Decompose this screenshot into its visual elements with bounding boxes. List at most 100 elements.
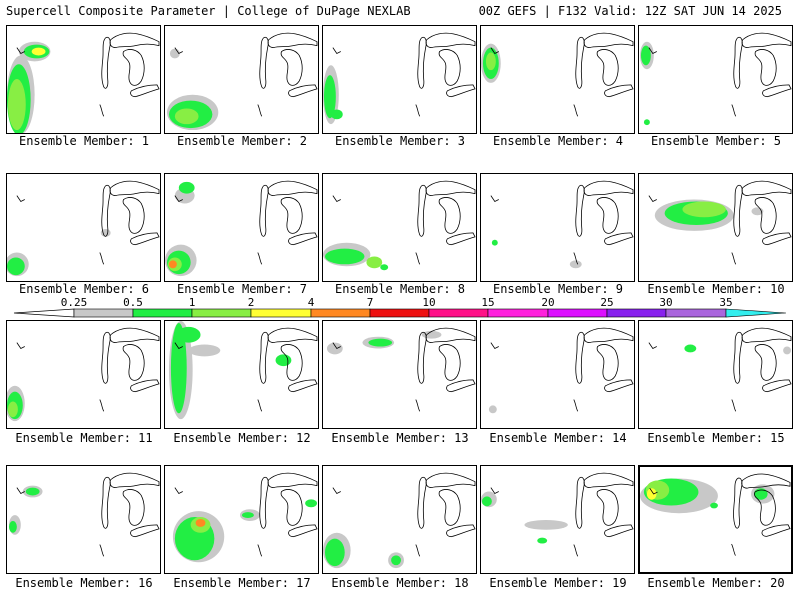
legend-swatch bbox=[547, 308, 608, 318]
legend-tick-label: 1 bbox=[188, 296, 196, 309]
lake-outline bbox=[417, 36, 427, 89]
scp-contour bbox=[684, 344, 697, 353]
lake-outline bbox=[762, 84, 792, 98]
ensemble-member-panel[interactable] bbox=[480, 465, 635, 574]
ensemble-member-panel[interactable] bbox=[480, 25, 635, 134]
legend-tick-label: 0.25 bbox=[60, 296, 88, 309]
scp-contour bbox=[31, 47, 46, 56]
legend-swatch bbox=[369, 308, 430, 318]
ensemble-member-panel[interactable] bbox=[164, 320, 319, 429]
scp-contour bbox=[7, 401, 18, 418]
lake-outline bbox=[490, 487, 499, 494]
ensemble-member-panel[interactable] bbox=[322, 173, 477, 282]
ensemble-member-panel[interactable] bbox=[480, 173, 635, 282]
ensemble-member-panel[interactable] bbox=[164, 465, 319, 574]
ensemble-member-label: Ensemble Member: 16 bbox=[15, 576, 153, 590]
lake-outline bbox=[16, 487, 25, 494]
lake-outline bbox=[280, 197, 303, 234]
lake-outline bbox=[762, 379, 792, 393]
scp-contour bbox=[569, 260, 582, 269]
legend-swatch bbox=[73, 308, 134, 318]
lake-outline bbox=[490, 342, 499, 349]
lake-outline bbox=[575, 331, 585, 384]
lake-outline bbox=[99, 252, 105, 265]
ensemble-member-panel[interactable] bbox=[164, 25, 319, 134]
ensemble-member-label: Ensemble Member: 20 bbox=[647, 576, 785, 590]
scp-contour bbox=[178, 181, 195, 194]
member-map bbox=[648, 327, 792, 412]
scp-contour bbox=[174, 108, 199, 125]
legend-tick-label: 10 bbox=[422, 296, 436, 309]
lake-outline bbox=[438, 489, 461, 526]
lake-outline bbox=[573, 104, 579, 117]
legend-swatch bbox=[132, 308, 193, 318]
lake-outline bbox=[174, 195, 183, 202]
legend-swatch bbox=[725, 308, 787, 318]
ensemble-member-panel[interactable] bbox=[638, 465, 793, 574]
lake-outline bbox=[573, 399, 579, 412]
lake-outline bbox=[596, 344, 619, 381]
scp-contour bbox=[323, 75, 336, 119]
ensemble-member-panel[interactable] bbox=[638, 320, 793, 429]
scp-contour bbox=[324, 538, 345, 567]
lake-outline bbox=[267, 327, 318, 343]
ensemble-member-panel[interactable] bbox=[322, 320, 477, 429]
member-map bbox=[7, 180, 160, 277]
ensemble-member-label: Ensemble Member: 12 bbox=[173, 431, 311, 445]
lake-outline bbox=[259, 476, 269, 529]
ensemble-member-label: Ensemble Member: 17 bbox=[173, 576, 311, 590]
scp-contour bbox=[195, 519, 206, 527]
ensemble-member-panel[interactable] bbox=[6, 173, 161, 282]
lake-outline bbox=[425, 32, 476, 48]
ensemble-member-panel[interactable] bbox=[322, 465, 477, 574]
member-map bbox=[8, 472, 160, 557]
lake-outline bbox=[596, 489, 619, 526]
lake-outline bbox=[741, 327, 792, 343]
ensemble-member-panel[interactable] bbox=[322, 25, 477, 134]
lake-outline bbox=[16, 342, 25, 349]
ensemble-member-panel[interactable] bbox=[6, 465, 161, 574]
lake-outline bbox=[604, 232, 634, 246]
lake-outline bbox=[761, 524, 791, 537]
lake-outline bbox=[733, 36, 743, 89]
ensemble-member-panel[interactable] bbox=[6, 320, 161, 429]
scp-contour bbox=[176, 326, 201, 343]
lake-outline bbox=[731, 543, 736, 556]
ensemble-member-panel[interactable] bbox=[638, 25, 793, 134]
member-map bbox=[488, 327, 634, 414]
lake-outline bbox=[648, 47, 657, 54]
legend-tick-label: 4 bbox=[307, 296, 315, 309]
lake-outline bbox=[415, 104, 421, 117]
lake-outline bbox=[122, 197, 145, 234]
scp-contour bbox=[783, 346, 792, 355]
lake-outline bbox=[130, 84, 160, 98]
ensemble-member-panel[interactable] bbox=[6, 25, 161, 134]
lake-outline bbox=[101, 476, 111, 529]
lake-outline bbox=[490, 195, 499, 202]
member-map bbox=[640, 473, 791, 556]
legend-swatch bbox=[191, 308, 252, 318]
ensemble-member-panel[interactable] bbox=[638, 173, 793, 282]
lake-outline bbox=[417, 331, 427, 384]
lake-outline bbox=[109, 472, 160, 488]
scp-contour bbox=[421, 330, 442, 339]
ensemble-member-label: Ensemble Member: 18 bbox=[331, 576, 469, 590]
lake-outline bbox=[280, 489, 303, 526]
lake-outline bbox=[130, 232, 160, 246]
ensemble-member-panel[interactable] bbox=[480, 320, 635, 429]
lake-outline bbox=[109, 32, 160, 48]
lake-outline bbox=[122, 344, 145, 381]
ensemble-member-panel[interactable] bbox=[164, 173, 319, 282]
member-map bbox=[166, 32, 318, 131]
lake-outline bbox=[332, 342, 341, 349]
legend-tick-label: 15 bbox=[481, 296, 495, 309]
legend-tick-label: 2 bbox=[247, 296, 255, 309]
ensemble-member-label: Ensemble Member: 2 bbox=[176, 134, 308, 148]
lake-outline bbox=[288, 84, 318, 98]
ensemble-member-label: Ensemble Member: 8 bbox=[334, 282, 466, 296]
lake-outline bbox=[288, 524, 318, 538]
ensemble-member-label: Ensemble Member: 1 bbox=[18, 134, 150, 148]
lake-outline bbox=[280, 344, 303, 381]
lake-outline bbox=[490, 47, 499, 54]
ensemble-member-label: Ensemble Member: 4 bbox=[492, 134, 624, 148]
